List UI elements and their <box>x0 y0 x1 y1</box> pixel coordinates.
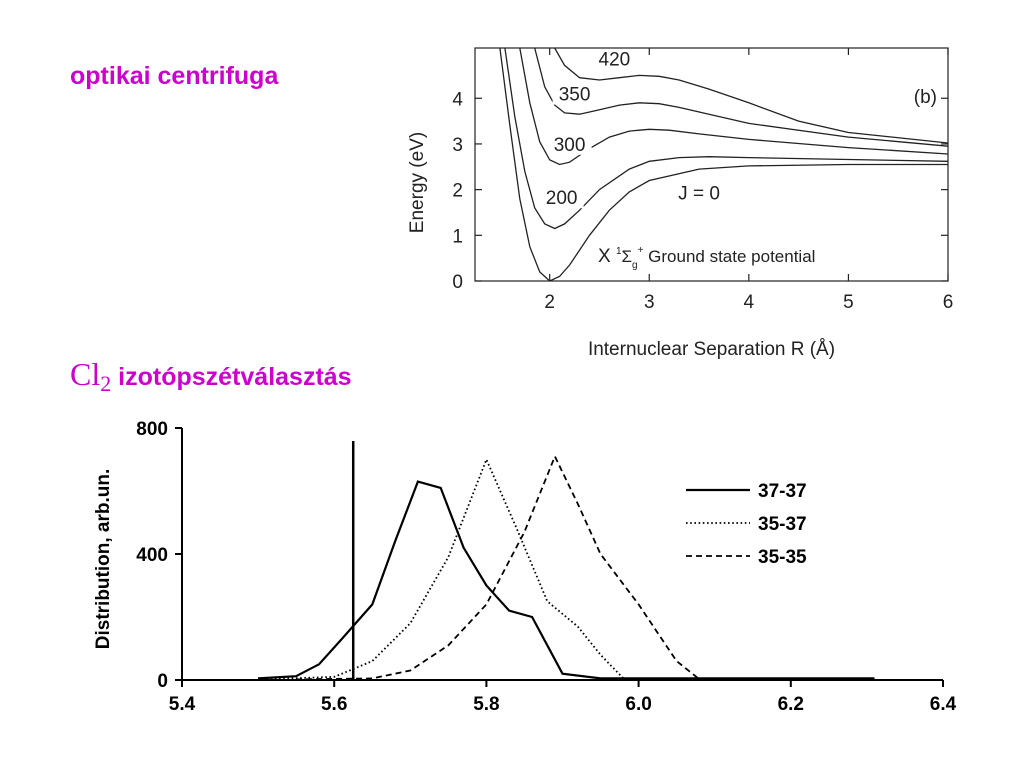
chart2-series-line-37-37 <box>258 480 875 680</box>
formula-subscript: 2 <box>100 371 112 396</box>
heading-isotope-separation: Cl2 izotópszétválasztás <box>70 356 352 396</box>
heading-optical-centrifuge: optikai centrifuga <box>70 62 279 90</box>
chart1-series-line <box>554 48 948 144</box>
chart2-y-tick-label: 800 <box>136 419 168 440</box>
chart1-x-axis-label: Internuclear Separation R (Å) <box>588 339 835 360</box>
chart1-y-tick-label: 1 <box>452 226 463 247</box>
chart1-series-label-bg <box>552 84 597 105</box>
chart1-series-label-bg <box>592 49 637 70</box>
chart1-series-label: J = 0 <box>678 184 720 205</box>
chart1-series-label-bg <box>677 183 722 204</box>
annotation-sub: g <box>632 260 638 271</box>
chart1-series-line <box>499 48 948 281</box>
chart2-x-tick-label: 5.6 <box>321 694 347 715</box>
chart1-series-label: 300 <box>554 135 586 156</box>
annotation-sup2: + <box>638 245 644 256</box>
chart1-series-label-bg <box>539 188 584 209</box>
annotation-prefix: X <box>598 246 616 267</box>
legend-label-37-37: 37-37 <box>758 481 807 502</box>
chart2-x-tick-label: 5.8 <box>473 694 499 715</box>
chart2-x-tick-label: 6.0 <box>625 694 651 715</box>
chart2-y-tick-label: 400 <box>136 545 168 566</box>
chart1-series-label: 350 <box>559 85 591 106</box>
chart1-y-tick-label: 4 <box>452 89 463 110</box>
annotation-rest: Ground state potential <box>643 247 815 266</box>
heading-text: izotópszétválasztás <box>111 363 352 391</box>
chart2-y-axis-label: Distribution, arb.un. <box>93 469 114 650</box>
legend-label-35-35: 35-35 <box>758 547 807 568</box>
chart1-x-tick-label: 6 <box>943 292 954 313</box>
chart1-y-tick-label: 3 <box>452 135 463 156</box>
chart1-series-label: 420 <box>599 49 631 70</box>
chart1-x-tick-label: 2 <box>544 292 555 313</box>
chart2-x-tick-label: 5.4 <box>169 694 196 715</box>
chart1-series-label: 200 <box>546 188 578 209</box>
chart2-series-line-35-37 <box>258 457 639 681</box>
annotation-symbol: Σ <box>622 247 633 266</box>
chart1-series-line <box>534 48 948 147</box>
annotation-sup: 1 <box>616 246 622 257</box>
chart1-y-axis-label: Energy (eV) <box>407 132 428 233</box>
chart1-series-line <box>504 48 948 230</box>
chart1-x-tick-label: 5 <box>843 292 854 313</box>
chart2-x-tick-label: 6.4 <box>930 694 957 715</box>
chart2-series-line-35-35 <box>296 454 867 681</box>
chart2-y-tick-label: 0 <box>157 671 168 692</box>
chart1-y-tick-label: 0 <box>452 272 463 293</box>
chart2-x-tick-label: 6.2 <box>778 694 804 715</box>
chart1-annotation: X 1Σg+ Ground state potential <box>598 245 815 271</box>
chart1-x-tick-label: 4 <box>744 292 755 313</box>
chart1-panel-label: (b) <box>914 87 937 108</box>
chart1-x-tick-label: 3 <box>644 292 655 313</box>
formula-main: Cl <box>70 356 101 392</box>
chart1-series-label-bg <box>547 134 592 155</box>
legend-label-35-37: 35-37 <box>758 514 807 535</box>
chart1-series-line <box>519 48 948 166</box>
chart1-y-tick-label: 2 <box>452 181 463 202</box>
